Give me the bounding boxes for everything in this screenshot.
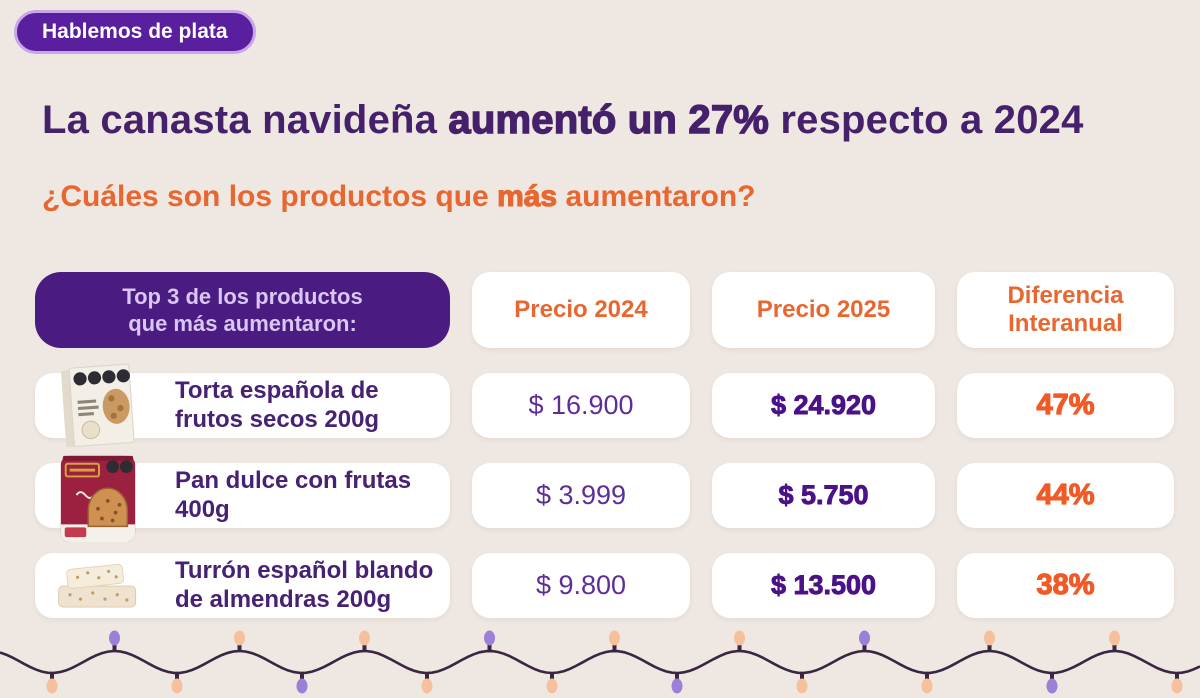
subtitle-regular-1: ¿Cuáles son los productos que (42, 180, 498, 213)
header-difference-line1: Diferencia (1007, 282, 1124, 310)
table-row-product-torta: Torta española de frutos secos 200g (35, 363, 450, 447)
table-row-product-turron: Turrón español blando de almendras 200g (35, 553, 450, 618)
bulb-socket (425, 672, 429, 680)
header-difference-line2: Interanual (1008, 310, 1123, 337)
light-bulb-peach-icon (796, 678, 808, 694)
bulb-socket (675, 672, 679, 680)
price-2024-value: $ 16.900 (472, 373, 690, 438)
header-difference: Diferencia Interanual (957, 272, 1174, 348)
product-name: Turrón español blando de almendras 200g (175, 557, 434, 613)
light-bulb-peach-icon (171, 678, 183, 694)
light-bulb-purple-icon (109, 630, 120, 646)
light-bulb-peach-icon (234, 630, 245, 646)
bulb-socket (1112, 643, 1117, 651)
difference-value: 47% (957, 373, 1174, 438)
price-2025-value: $ 13.500 (712, 553, 935, 618)
product-image-turron-bars-icon (58, 563, 137, 608)
price-comparison-table: Top 3 de los productos que más aumentaro… (35, 272, 1174, 618)
lights-wire (0, 649, 1200, 675)
bulb-socket (175, 672, 179, 680)
light-bulb-peach-icon (359, 630, 370, 646)
christmas-lights-garland (0, 630, 1200, 694)
bulb-socket (862, 643, 867, 651)
table-row-product-pan-dulce: Pan dulce con frutas 400g (35, 455, 450, 542)
product-name: Pan dulce con frutas 400g (175, 467, 412, 523)
subtitle-bold: más (497, 179, 558, 213)
bulb-socket (800, 672, 804, 680)
bulb-socket (925, 672, 929, 680)
subtitle-question: ¿Cuáles son los productos que más aument… (42, 179, 756, 214)
difference-value: 44% (957, 463, 1174, 528)
brand-badge: Hablemos de plata (14, 10, 256, 54)
product-image-torta-box-icon (61, 363, 135, 447)
title-bold: aumentó un 27% (448, 97, 770, 142)
bulb-socket (612, 643, 617, 651)
light-bulb-purple-icon (671, 678, 683, 694)
bulb-socket (237, 643, 242, 651)
header-price-2024: Precio 2024 (472, 272, 690, 348)
price-2025-value: $ 24.920 (712, 373, 935, 438)
bulb-socket (50, 672, 54, 680)
page-title: La canasta navideña aumentó un 27% respe… (42, 97, 1084, 143)
header-price-2025-label: Precio 2025 (756, 296, 891, 324)
bulb-socket (362, 643, 367, 651)
bulb-socket (550, 672, 554, 680)
header-products: Top 3 de los productos que más aumentaro… (35, 272, 450, 348)
light-bulb-peach-icon (921, 678, 933, 694)
bulb-socket (737, 643, 742, 651)
light-bulb-peach-icon (1171, 678, 1183, 694)
product-name: Torta española de frutos secos 200g (175, 377, 380, 433)
bulb-socket (112, 643, 117, 651)
header-price-2025: Precio 2025 (712, 272, 935, 348)
light-bulb-peach-icon (546, 678, 558, 694)
brand-badge-label: Hablemos de plata (42, 20, 228, 43)
bulb-socket (300, 672, 304, 680)
price-2024-value: $ 3.999 (472, 463, 690, 528)
light-bulb-peach-icon (984, 630, 995, 646)
header-products-line2: que más aumentaron: (128, 311, 357, 336)
bulb-socket (987, 643, 992, 651)
subtitle-regular-2: aumentaron? (557, 180, 756, 213)
price-2025-value: $ 5.750 (712, 463, 935, 528)
light-bulb-purple-icon (859, 630, 870, 646)
light-bulb-purple-icon (296, 678, 308, 694)
light-bulb-peach-icon (421, 678, 433, 694)
light-bulb-purple-icon (1046, 678, 1058, 694)
light-bulb-purple-icon (484, 630, 495, 646)
price-2024-value: $ 9.800 (472, 553, 690, 618)
header-products-line1: Top 3 de los productos (122, 283, 363, 309)
bulb-socket (1175, 672, 1179, 680)
light-bulb-peach-icon (1109, 630, 1120, 646)
title-regular-2: respecto a 2024 (769, 98, 1084, 142)
light-bulb-peach-icon (734, 630, 745, 646)
bulb-socket (1050, 672, 1054, 680)
header-price-2024-label: Precio 2024 (514, 296, 648, 324)
light-bulb-peach-icon (609, 630, 620, 646)
bulb-socket (487, 643, 492, 651)
difference-value: 38% (957, 553, 1174, 618)
product-image-pan-dulce-bag-icon (60, 455, 136, 542)
light-bulb-peach-icon (46, 678, 58, 694)
title-regular-1: La canasta navideña (42, 98, 449, 142)
